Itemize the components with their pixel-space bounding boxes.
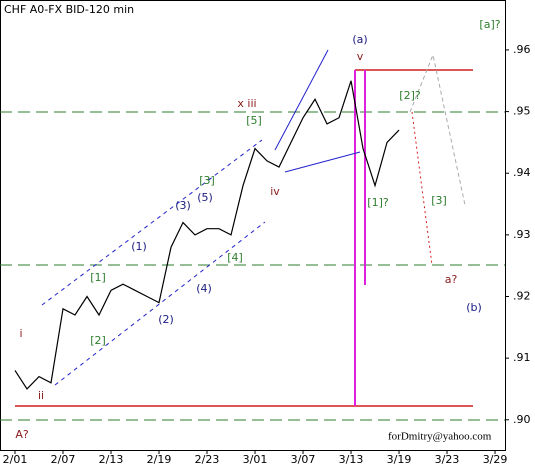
x-tick-label: 3/29 — [483, 453, 508, 465]
wave-label: [5] — [246, 114, 262, 127]
x-tick-label: 3/23 — [435, 453, 460, 465]
x-tick-label: 3/13 — [339, 453, 364, 465]
wave-label: [2] — [90, 334, 106, 347]
wave-label: ii — [38, 389, 44, 402]
wave-label: [a]? — [479, 18, 500, 31]
x-tick-label: 3/19 — [387, 453, 412, 465]
y-tick-label: .91 — [513, 351, 531, 364]
y-tick-label: .94 — [513, 166, 531, 179]
price-line — [14, 80, 400, 390]
wave-label: iv — [270, 185, 280, 198]
wave-label: (2) — [158, 313, 174, 326]
y-tick-label: .92 — [513, 290, 531, 303]
triangle-line — [284, 151, 361, 173]
y-tick-label: .93 — [513, 228, 531, 241]
channel-line — [54, 221, 266, 386]
footer: forDmitry@yahoo.com — [388, 431, 492, 443]
wave-label: A? — [15, 428, 29, 441]
projection — [411, 111, 433, 266]
x-tick-label: 2/13 — [99, 453, 124, 465]
y-tick-label: .95 — [513, 105, 531, 118]
wave-label: (5) — [197, 191, 213, 204]
wave-label: [2]? — [399, 89, 421, 102]
x-tick-label: 2/07 — [51, 453, 76, 465]
projection — [409, 53, 466, 206]
wave-label: (4) — [196, 282, 212, 295]
chart-title: CHF A0-FX BID-120 min — [4, 3, 134, 16]
triangle-line — [274, 49, 329, 151]
wave-label: (b) — [466, 301, 482, 314]
wave-label: (3) — [175, 199, 191, 212]
channel-line — [41, 139, 263, 306]
wave-label: (1) — [131, 240, 147, 253]
wave-label: [3] — [431, 194, 447, 207]
wave-label: [1] — [90, 271, 106, 284]
wave-label: [3] — [199, 174, 215, 187]
x-tick-label: 3/01 — [243, 453, 268, 465]
wave-label: [4] — [227, 251, 243, 264]
x-tick-label: 3/07 — [291, 453, 316, 465]
y-tick-label: .96 — [513, 43, 531, 56]
y-tick-label: .90 — [513, 413, 531, 426]
wave-label: x iii — [237, 97, 256, 110]
wave-label: (a) — [352, 33, 367, 46]
x-tick-label: 2/01 — [3, 453, 28, 465]
wave-label: a? — [445, 273, 458, 286]
wave-label: i — [19, 327, 22, 340]
wave-label: v — [357, 50, 364, 63]
wave-label: [1]? — [367, 196, 389, 209]
x-tick-label: 2/23 — [195, 453, 220, 465]
overlays — [0, 49, 505, 421]
x-tick-label: 2/19 — [147, 453, 172, 465]
plot-frame — [0, 0, 506, 451]
